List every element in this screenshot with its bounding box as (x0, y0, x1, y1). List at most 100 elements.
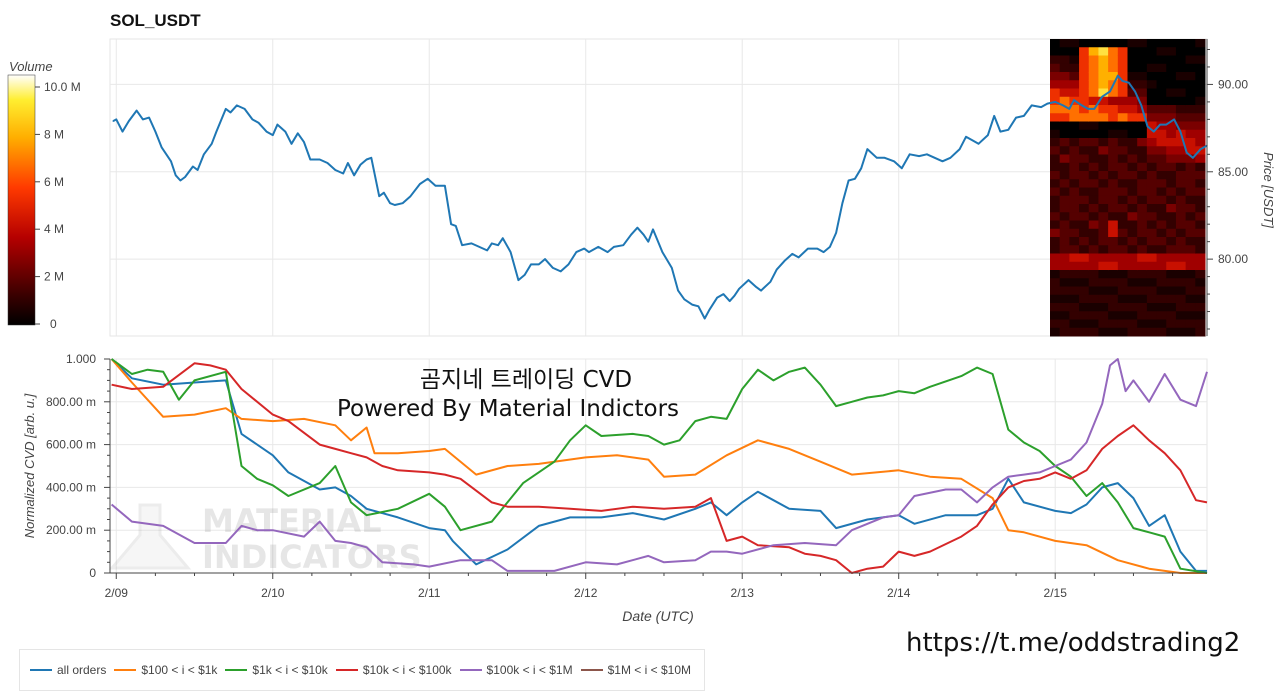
heatmap-cell (1059, 179, 1070, 188)
heatmap-cell (1195, 55, 1206, 65)
heatmap-cell (1050, 113, 1061, 122)
price-point (807, 248, 809, 250)
price-point (783, 260, 786, 262)
price-point (1109, 90, 1111, 93)
heatmap-cell (1108, 63, 1119, 73)
heatmap-cell (1098, 195, 1109, 205)
heatmap-cell (1146, 179, 1158, 188)
heatmap-cell (1127, 311, 1138, 320)
heatmap-cell (1117, 294, 1128, 304)
heatmap-cell (1156, 237, 1167, 246)
heatmap-cell (1146, 63, 1158, 73)
price-point (747, 279, 750, 281)
heatmap-cell (1156, 270, 1167, 279)
heatmap-cell (1175, 270, 1187, 279)
heatmap-cell (1050, 63, 1061, 73)
heatmap-cell (1079, 179, 1090, 188)
cvd-series-line (111, 358, 1208, 574)
heatmap-cell (1175, 96, 1187, 106)
heatmap-cell (1117, 39, 1128, 48)
heatmap-cell (1108, 129, 1119, 139)
heatmap-cell (1156, 96, 1167, 106)
price-point (538, 263, 540, 265)
heatmap-cell (1166, 154, 1177, 164)
heatmap-cell (1050, 286, 1061, 296)
heatmap-cell (1069, 39, 1080, 48)
heatmap-cell (1059, 237, 1070, 246)
heatmap-cell (1059, 253, 1070, 263)
heatmap-cell (1146, 278, 1158, 287)
heatmap-cell (1108, 105, 1119, 114)
price-point (347, 162, 349, 164)
heatmap-cell (1127, 171, 1138, 180)
heatmap-cell (1098, 187, 1109, 197)
legend-item[interactable]: all orders (30, 663, 106, 677)
price-point (170, 160, 172, 162)
price-point (544, 258, 546, 260)
heatmap-cell (1079, 146, 1090, 155)
heatmap-cell (1117, 195, 1128, 205)
heatmap-cell (1108, 179, 1119, 188)
heatmap-cell (1108, 47, 1119, 56)
heatmap-cell (1137, 278, 1148, 287)
legend-item[interactable]: $1k < i < $10k (225, 663, 328, 677)
price-point (136, 110, 138, 112)
heatmap-cell (1175, 80, 1187, 89)
price-point (1007, 129, 1009, 131)
legend-item[interactable]: $100k < i < $1M (459, 663, 573, 677)
heatmap-cell (1185, 286, 1196, 296)
heatmap-cell (1127, 319, 1138, 329)
heatmap-cell (1185, 47, 1196, 56)
heatmap-cell (1156, 162, 1167, 172)
heatmap-cell (1137, 154, 1148, 164)
overlay-title-line2: Powered By Material Indictors (337, 396, 679, 422)
heatmap-cell (1185, 154, 1196, 164)
heatmap-cell (1195, 121, 1206, 131)
price-point (524, 274, 526, 276)
heatmap-cell (1117, 162, 1128, 172)
price-panel: 90.00 85.00 80.00 (109, 38, 1248, 337)
heatmap-cell (1108, 286, 1119, 296)
heatmap-cell (1050, 55, 1061, 65)
heatmap-cell (1098, 129, 1109, 139)
price-point (1173, 118, 1175, 120)
cvd-series-line (110, 358, 1207, 574)
heatmap-cell (1079, 286, 1090, 296)
heatmap-cell (1059, 129, 1070, 139)
legend-item[interactable]: $10k < i < $100k (335, 663, 452, 677)
heatmap-cell (1098, 121, 1109, 131)
heatmap-cell (1108, 55, 1119, 65)
heatmap-cell (1146, 96, 1158, 106)
heatmap-cell (1156, 212, 1167, 221)
heatmap-cell (1156, 63, 1167, 73)
heatmap-cell (1059, 303, 1070, 312)
heatmap-cell (1117, 327, 1128, 337)
heatmap-cell (1059, 113, 1070, 122)
price-point (866, 148, 869, 150)
source-link[interactable]: https://t.me/oddstrading2 (906, 628, 1241, 658)
heatmap-cell (1185, 204, 1196, 213)
colorbar-tick-label: 6 M (44, 175, 64, 189)
heatmap-cell (1185, 261, 1196, 271)
heatmap-cell (1156, 286, 1167, 296)
legend-item[interactable]: $1M < i < $10M (580, 663, 691, 677)
heatmap-cell (1195, 195, 1206, 205)
legend-item[interactable]: $100 < i < $1k (114, 663, 217, 677)
legend-swatch (580, 669, 603, 671)
heatmap-cell (1069, 220, 1080, 230)
heatmap-cell (1137, 121, 1148, 131)
heatmap-cell (1088, 39, 1099, 48)
price-point (1093, 108, 1095, 110)
heatmap-cell (1185, 278, 1196, 287)
price-point (470, 242, 473, 245)
price-point (229, 111, 232, 113)
heatmap-cell (1137, 129, 1148, 139)
price-point (370, 157, 372, 159)
cvd-tick-label: 1.000 (66, 352, 96, 366)
price-point (1068, 108, 1070, 110)
heatmap-cell (1195, 129, 1206, 139)
heatmap-cell (1137, 80, 1148, 89)
heatmap-cell (1098, 278, 1109, 287)
heatmap-cell (1069, 204, 1080, 213)
heatmap-cell (1117, 154, 1128, 164)
